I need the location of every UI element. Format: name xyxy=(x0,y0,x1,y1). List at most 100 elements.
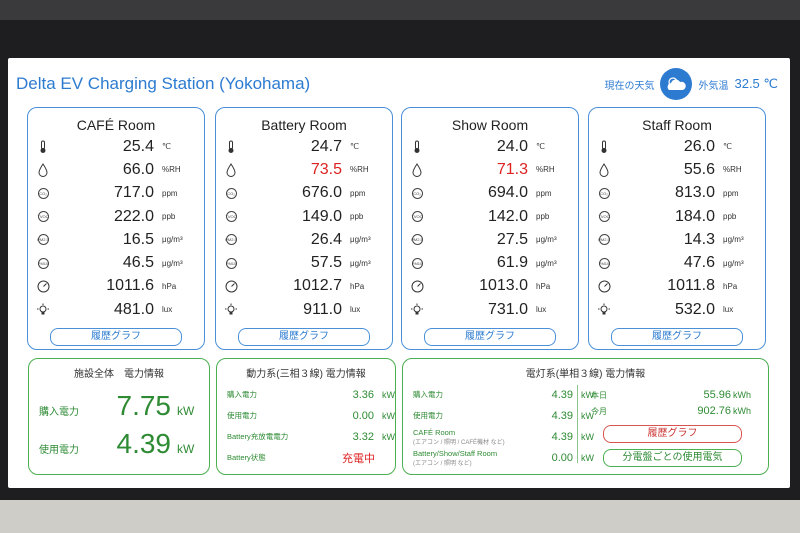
metric-row-humidity: 55.6 %RH xyxy=(589,158,765,181)
pressure-unit: hPa xyxy=(536,281,551,291)
outdoor-temp-value: 32.5 ℃ xyxy=(734,76,778,91)
lux-value: 481.0 xyxy=(113,300,154,318)
tvoc-icon: TVOC xyxy=(28,211,58,223)
row-sublabel: (エアコン / 照明 / CAFÉ機材 など) xyxy=(413,439,505,446)
today-value: 55.96 xyxy=(703,389,731,401)
room-panel: Staff Room 26.0 ℃ 55.6 %RH CO₂ 813.0 ppm… xyxy=(588,107,766,350)
pm10-icon: PM10 xyxy=(216,257,246,269)
lighting-row: 購入電力 4.39 kW xyxy=(413,384,768,405)
metric-row-temp: 24.7 ℃ xyxy=(216,135,392,158)
pm10-value: 57.5 xyxy=(310,254,342,272)
pressure-gauge-icon xyxy=(216,280,246,293)
pm25-value: 16.5 xyxy=(122,230,154,248)
thermometer-icon xyxy=(589,140,619,154)
pressure-gauge-icon xyxy=(589,280,619,293)
pm10-unit: μg/m³ xyxy=(723,258,744,268)
tvoc-unit: ppb xyxy=(162,212,176,222)
co2-value: 694.0 xyxy=(487,184,528,202)
pm10-value: 61.9 xyxy=(496,254,528,272)
room-name: Show Room xyxy=(451,117,529,133)
pressure-unit: hPa xyxy=(162,281,177,291)
metric-row-tvoc: TVOC 222.0 ppb xyxy=(28,205,204,228)
pressure-value: 1011.8 xyxy=(667,277,715,295)
pm25-icon: PM2.5 xyxy=(402,234,432,246)
outdoor-temp-label: 外気温 xyxy=(698,80,729,92)
humidity-unit: %RH xyxy=(723,165,742,175)
temp-unit: ℃ xyxy=(536,142,545,152)
row-unit: kW xyxy=(581,389,594,400)
history-graph-button[interactable]: 履歴グラフ xyxy=(611,328,743,346)
metric-row-co2: CO₂ 694.0 ppm xyxy=(402,182,578,205)
room-panel: Battery Room 24.7 ℃ 73.5 %RH CO₂ 676.0 p… xyxy=(215,107,393,350)
metric-row-co2: CO₂ 717.0 ppm xyxy=(28,182,204,205)
lux-value: 911.0 xyxy=(303,300,342,318)
energy-summary: 本日 55.96 kWh 今月 902.76 kWh 履歴グラフ 分電盤ごとの使… xyxy=(591,387,756,467)
co2-icon: CO₂ xyxy=(216,187,246,199)
pm25-icon: PM2.5 xyxy=(28,234,58,246)
humidity-value: 66.0 xyxy=(122,160,154,178)
history-graph-button[interactable]: 履歴グラフ xyxy=(50,328,182,346)
tvoc-icon: TVOC xyxy=(216,211,246,223)
tvoc-icon: TVOC xyxy=(589,211,619,223)
tvoc-value: 222.0 xyxy=(113,207,154,225)
facility-purchase-label: 購入電力 xyxy=(39,407,79,418)
metric-row-pm25: PM2.5 16.5 μg/m³ xyxy=(28,228,204,251)
temp-unit: ℃ xyxy=(723,142,732,152)
history-graph-button[interactable]: 履歴グラフ xyxy=(238,328,370,346)
metric-row-temp: 26.0 ℃ xyxy=(589,135,765,158)
facility-usage-unit: kW xyxy=(177,442,195,456)
metric-row-tvoc: TVOC 142.0 ppb xyxy=(402,205,578,228)
metric-row-pm25: PM2.5 14.3 μg/m³ xyxy=(589,228,765,251)
metric-row-pm10: PM10 61.9 μg/m³ xyxy=(402,251,578,274)
today-label: 本日 xyxy=(591,390,607,400)
pressure-value: 1011.6 xyxy=(106,277,154,295)
lux-unit: lux xyxy=(350,305,361,315)
co2-unit: ppm xyxy=(723,188,739,198)
pm25-value: 14.3 xyxy=(683,230,715,248)
lighting-power-title: 電灯系(単相３線) 電力情報 xyxy=(525,369,646,380)
humidity-drop-icon xyxy=(402,163,432,177)
metric-row-co2: CO₂ 813.0 ppm xyxy=(589,182,765,205)
tvoc-icon: TVOC xyxy=(402,211,432,223)
metric-row-tvoc: TVOC 149.0 ppb xyxy=(216,205,392,228)
row-unit: kW xyxy=(581,410,594,421)
metric-row-pressure: 1011.8 hPa xyxy=(589,275,765,298)
lighting-row: Battery/Show/Staff Room (エアコン / 照明 など) 0.… xyxy=(413,447,768,468)
metric-row-pressure: 1011.6 hPa xyxy=(28,275,204,298)
metric-row-lux: 911.0 lux xyxy=(216,298,392,321)
metric-row-pm10: PM10 46.5 μg/m³ xyxy=(28,251,204,274)
metric-row-temp: 24.0 ℃ xyxy=(402,135,578,158)
pressure-unit: hPa xyxy=(723,281,738,291)
pm25-unit: μg/m³ xyxy=(350,235,371,245)
humidity-unit: %RH xyxy=(536,165,555,175)
co2-icon: CO₂ xyxy=(402,187,432,199)
light-bulb-icon xyxy=(216,303,246,317)
row-label: CAFÉ Room (エアコン / 照明 / CAFÉ機材 など) xyxy=(413,428,513,446)
lux-unit: lux xyxy=(162,305,173,315)
row-label: Battery/Show/Staff Room (エアコン / 照明 など) xyxy=(413,449,513,467)
metric-row-co2: CO₂ 676.0 ppm xyxy=(216,182,392,205)
temp-unit: ℃ xyxy=(350,142,359,152)
co2-unit: ppm xyxy=(536,188,552,198)
three-phase-power-panel: 動力系(三相３線) 電力情報 購入電力 3.36 kW 使用電力 0.00 kW B… xyxy=(216,358,396,475)
tvoc-value: 184.0 xyxy=(674,207,715,225)
per-panel-usage-button[interactable]: 分電盤ごとの使用電気 xyxy=(603,449,742,467)
metric-row-pm25: PM2.5 27.5 μg/m³ xyxy=(402,228,578,251)
metric-row-humidity: 66.0 %RH xyxy=(28,158,204,181)
lux-unit: lux xyxy=(536,305,547,315)
co2-icon: CO₂ xyxy=(28,187,58,199)
room-panel: Show Room 24.0 ℃ 71.3 %RH CO₂ 694.0 ppm … xyxy=(401,107,579,350)
metric-row-pressure: 1013.0 hPa xyxy=(402,275,578,298)
today-unit: kWh xyxy=(733,390,751,400)
pm25-unit: μg/m³ xyxy=(723,235,744,245)
temp-value: 24.0 xyxy=(496,137,528,155)
lighting-row: 使用電力 4.39 kW xyxy=(413,405,768,426)
page-title: Delta EV Charging Station (Yokohama) xyxy=(16,74,311,93)
metric-row-humidity: 71.3 %RH xyxy=(402,158,578,181)
tvoc-unit: ppb xyxy=(350,212,364,222)
history-graph-button[interactable]: 履歴グラフ xyxy=(424,328,556,346)
energy-history-button[interactable]: 履歴グラフ xyxy=(603,425,742,443)
row-unit: kW xyxy=(382,410,395,421)
metric-row-humidity: 73.5 %RH xyxy=(216,158,392,181)
facility-purchase-value: 7.75 xyxy=(116,390,172,421)
